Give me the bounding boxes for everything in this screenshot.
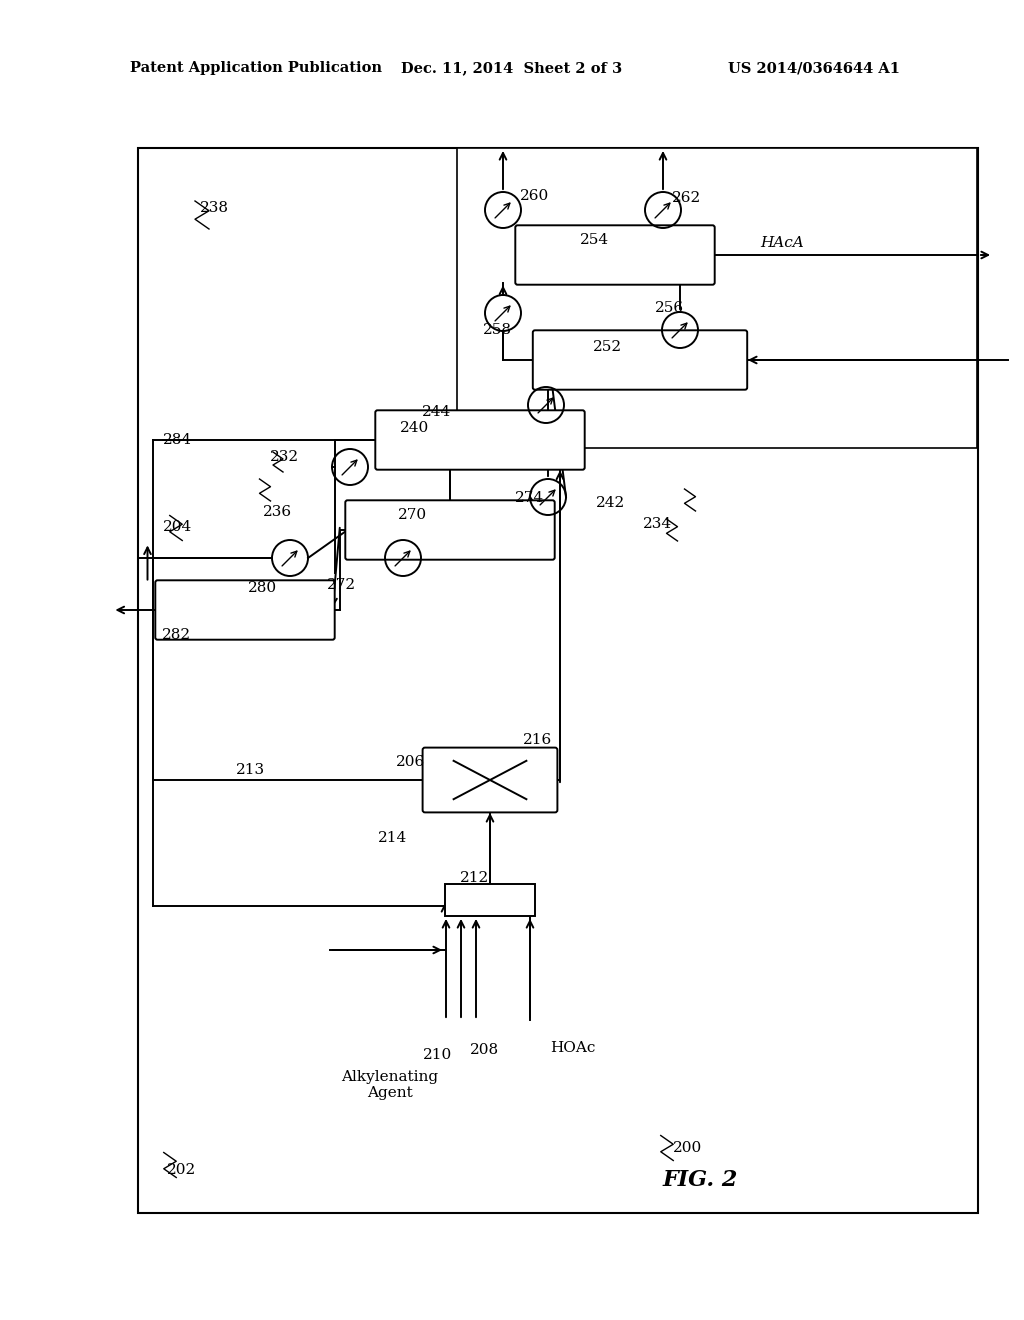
Bar [457, 148, 977, 447]
Text: 206: 206 [396, 755, 425, 770]
Text: 284: 284 [163, 433, 193, 447]
FancyBboxPatch shape [345, 500, 555, 560]
Text: 242: 242 [596, 496, 626, 510]
Text: Patent Application Publication: Patent Application Publication [130, 61, 382, 75]
Text: 262: 262 [672, 191, 701, 205]
Text: 210: 210 [423, 1048, 453, 1063]
Text: US 2014/0364644 A1: US 2014/0364644 A1 [728, 61, 900, 75]
Text: 234: 234 [643, 517, 672, 531]
Text: 214: 214 [378, 832, 408, 845]
Text: 256: 256 [655, 301, 684, 315]
Text: HOAc: HOAc [550, 1041, 595, 1055]
Text: 208: 208 [470, 1043, 499, 1057]
FancyBboxPatch shape [156, 581, 335, 640]
FancyBboxPatch shape [376, 411, 585, 470]
FancyBboxPatch shape [423, 747, 557, 812]
Text: 272: 272 [327, 578, 356, 591]
Text: FIG. 2: FIG. 2 [663, 1170, 737, 1191]
FancyBboxPatch shape [515, 226, 715, 285]
Text: 200: 200 [673, 1140, 702, 1155]
Text: 252: 252 [593, 341, 623, 354]
Text: 240: 240 [400, 421, 429, 436]
Text: 216: 216 [523, 733, 552, 747]
Text: 280: 280 [248, 581, 278, 595]
Text: 236: 236 [263, 506, 292, 519]
Text: 213: 213 [236, 763, 265, 777]
Text: 212: 212 [460, 871, 489, 884]
Text: 254: 254 [580, 234, 609, 247]
Bar [138, 148, 978, 1213]
Text: 258: 258 [483, 323, 512, 337]
Text: 282: 282 [162, 628, 191, 642]
FancyBboxPatch shape [532, 330, 748, 389]
Text: 202: 202 [167, 1163, 197, 1177]
Text: Dec. 11, 2014  Sheet 2 of 3: Dec. 11, 2014 Sheet 2 of 3 [401, 61, 623, 75]
Text: 204: 204 [163, 520, 193, 535]
Text: 274: 274 [515, 491, 544, 506]
Bar [445, 884, 535, 916]
Text: 260: 260 [520, 189, 549, 203]
Text: Alkylenating
Agent: Alkylenating Agent [341, 1071, 438, 1100]
Text: 238: 238 [200, 201, 229, 215]
Text: 244: 244 [422, 405, 452, 418]
Text: 270: 270 [398, 508, 427, 521]
Text: 232: 232 [270, 450, 299, 465]
Text: HAcA: HAcA [760, 236, 804, 249]
